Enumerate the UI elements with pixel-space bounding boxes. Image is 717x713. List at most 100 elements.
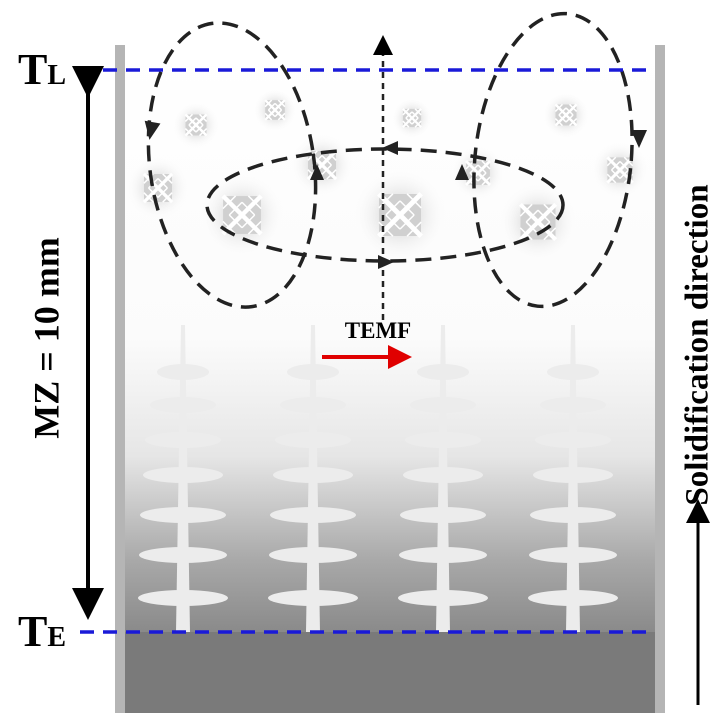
crystal-branch (247, 220, 262, 235)
crystal-branch (162, 173, 173, 184)
dendrite-arm (139, 547, 227, 563)
wall (115, 45, 125, 713)
crystal (402, 108, 422, 128)
crystal-branch (406, 221, 422, 237)
crystal-branch (274, 109, 283, 118)
dendrite-arm (275, 432, 351, 448)
crystal-branch (543, 203, 557, 217)
crystal-branch (405, 117, 413, 125)
crystal-branch (558, 114, 567, 123)
crystal-branch (519, 203, 533, 217)
crystal-branch (228, 201, 243, 216)
crystal-branch (195, 117, 204, 126)
crystal-branch (264, 99, 273, 108)
crystal-branch (162, 192, 173, 203)
eutectic-label: TE (18, 607, 66, 656)
dendrite-arm (138, 590, 228, 606)
wall (655, 45, 665, 713)
crystal-branch (188, 124, 197, 133)
crystal-branch (402, 120, 410, 128)
dendrite-arm (530, 507, 616, 523)
crystal-branch (525, 221, 539, 235)
solid (125, 632, 655, 713)
dendrite-arm (143, 467, 223, 483)
crystal-branch (623, 156, 634, 167)
crystal-branch (465, 160, 475, 170)
crystal-branch (558, 107, 567, 116)
liquidus-label: TL (18, 45, 66, 94)
dendrite-arm (410, 397, 476, 413)
crystal-branch (537, 209, 551, 223)
dendrite (528, 325, 618, 632)
dendrite-arm (269, 547, 357, 563)
crystal-branch (241, 201, 256, 216)
crystal-branch (543, 227, 557, 241)
melt (125, 45, 655, 632)
crystal-branch (481, 176, 491, 186)
crystal-branch (619, 169, 630, 180)
dendrite-arm (273, 467, 353, 483)
crystal-branch (477, 172, 487, 182)
crystal-branch (321, 164, 332, 175)
crystal-branch (247, 195, 262, 210)
crystal (606, 156, 634, 184)
crystal-branch (143, 192, 154, 203)
crystal-branch (565, 107, 574, 116)
crystal-branch (241, 214, 256, 229)
dendrite-arm (399, 547, 487, 563)
crystal-branch (411, 111, 419, 119)
crystal-branch (157, 187, 168, 198)
crystal-branch (157, 178, 168, 189)
dendrite-arm (403, 467, 483, 483)
dendrite-arm (157, 364, 209, 380)
crystal-branch (469, 164, 479, 174)
crystal (464, 159, 492, 187)
crystal-branch (199, 128, 208, 137)
crystal-branch (610, 169, 621, 180)
crystal-branch (184, 128, 193, 137)
crystal-branch (378, 193, 394, 209)
dendrite (398, 325, 488, 632)
crystal-branch (414, 120, 422, 128)
dendrites (138, 325, 618, 632)
dendrite (268, 325, 358, 632)
crystal-branch (405, 111, 413, 119)
crystal-branch (525, 209, 539, 223)
crystal-branch (264, 112, 273, 121)
crystal-branch (222, 195, 237, 210)
dendrite-arm (270, 507, 356, 523)
crystal-branch (606, 173, 617, 184)
dendrite (138, 325, 228, 632)
crystal-branch (195, 124, 204, 133)
dendrite-arm (535, 432, 611, 448)
dendrite-arm (140, 507, 226, 523)
crystal-branch (267, 109, 276, 118)
crystal (184, 113, 208, 137)
mushy-zone-label: MZ = 10 mm (26, 237, 66, 438)
crystal-branch (569, 103, 578, 112)
crystal (264, 99, 286, 121)
crystal-branch (406, 193, 422, 209)
crystal-branch (321, 155, 332, 166)
crystal (554, 103, 578, 127)
crystal-branch (399, 200, 415, 216)
dendrite-arm (398, 590, 488, 606)
crystal-branch (565, 114, 574, 123)
crystal (518, 202, 558, 242)
crystal-branch (184, 113, 193, 122)
flow-arrows (144, 120, 647, 269)
crystal-branch (277, 112, 286, 121)
crystals (126, 87, 649, 263)
dendrite-arm (533, 467, 613, 483)
crystal-branch (148, 187, 159, 198)
crystal (221, 194, 263, 236)
crystal-branch (619, 160, 630, 171)
crystal-branch (326, 169, 337, 180)
crystal-branch (402, 108, 410, 116)
crystal-branch (414, 108, 422, 116)
crystal-branch (228, 214, 243, 229)
crystal-branch (554, 103, 563, 112)
crystal-branch (222, 220, 237, 235)
dendrite-arm (145, 432, 221, 448)
